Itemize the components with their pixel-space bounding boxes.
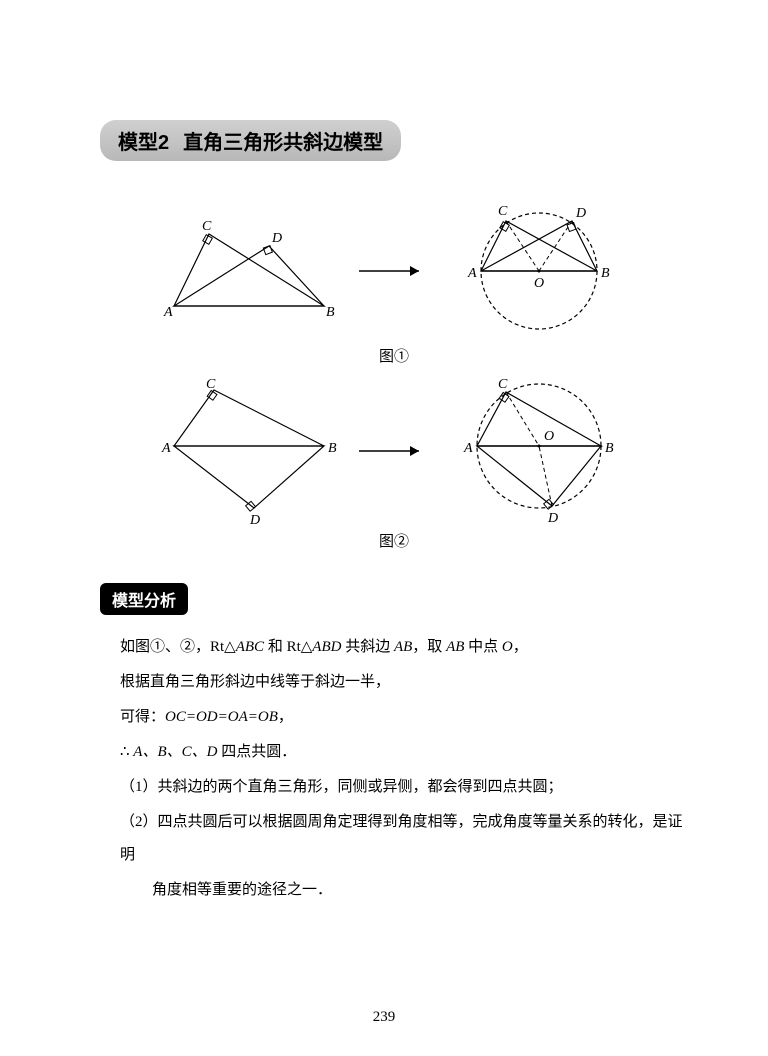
label-O: O — [544, 429, 554, 444]
label-C: C — [498, 204, 508, 219]
analysis-line-3: 可得：OC=OD=OA=OB， — [120, 701, 688, 734]
label-A: A — [163, 305, 173, 320]
label-A: A — [161, 441, 171, 456]
label-B: B — [605, 441, 614, 456]
analysis-item-2b: 角度相等重要的途径之一． — [120, 874, 688, 907]
label-B: B — [326, 305, 335, 320]
figure-2-caption: 图② — [100, 530, 688, 551]
label-B: B — [601, 266, 610, 281]
arrow-icon — [354, 376, 434, 526]
analysis-line-2: 根据直角三角形斜边中线等于斜边一半， — [120, 666, 688, 699]
label-A: A — [467, 266, 477, 281]
model-title: 直角三角形共斜边模型 — [183, 126, 383, 155]
label-O: O — [534, 276, 544, 291]
model-number: 模型2 — [118, 126, 169, 155]
label-B: B — [328, 441, 337, 456]
label-A: A — [463, 441, 473, 456]
analysis-item-1: （1）共斜边的两个直角三角形，同侧或异侧，都会得到四点共圆； — [120, 771, 688, 804]
label-D: D — [547, 511, 558, 526]
label-C: C — [498, 377, 508, 392]
label-C: C — [202, 219, 212, 234]
section-tag: 模型分析 — [100, 583, 188, 615]
label-D: D — [271, 231, 282, 246]
title-banner: 模型2 直角三角形共斜边模型 — [100, 120, 401, 161]
analysis-block: 如图①、②，Rt△ABC 和 Rt△ABD 共斜边 AB，取 AB 中点 O， … — [100, 631, 688, 907]
figure-2: A B C D A B C D — [100, 376, 688, 551]
analysis-line-1: 如图①、②，Rt△ABC 和 Rt△ABD 共斜边 AB，取 AB 中点 O， — [120, 631, 688, 664]
figure-1-caption: 图① — [100, 345, 688, 366]
figure-1-right: A B C D O — [444, 201, 634, 341]
analysis-item-2a: （2）四点共圆后可以根据圆周角定理得到角度相等，完成角度等量关系的转化，是证明 — [120, 806, 688, 872]
page-number: 239 — [0, 1009, 768, 1026]
figure-1-left: A B C D — [154, 216, 344, 326]
label-D: D — [249, 513, 260, 526]
arrow-icon — [354, 216, 434, 326]
figure-1: A B C D A B C D — [100, 201, 688, 366]
analysis-line-4: ∴ A、B、C、D 四点共圆． — [120, 736, 688, 769]
figure-2-right: A B C D O — [444, 376, 634, 526]
label-C: C — [206, 377, 216, 392]
label-D: D — [575, 206, 586, 221]
figure-2-left: A B C D — [154, 376, 344, 526]
